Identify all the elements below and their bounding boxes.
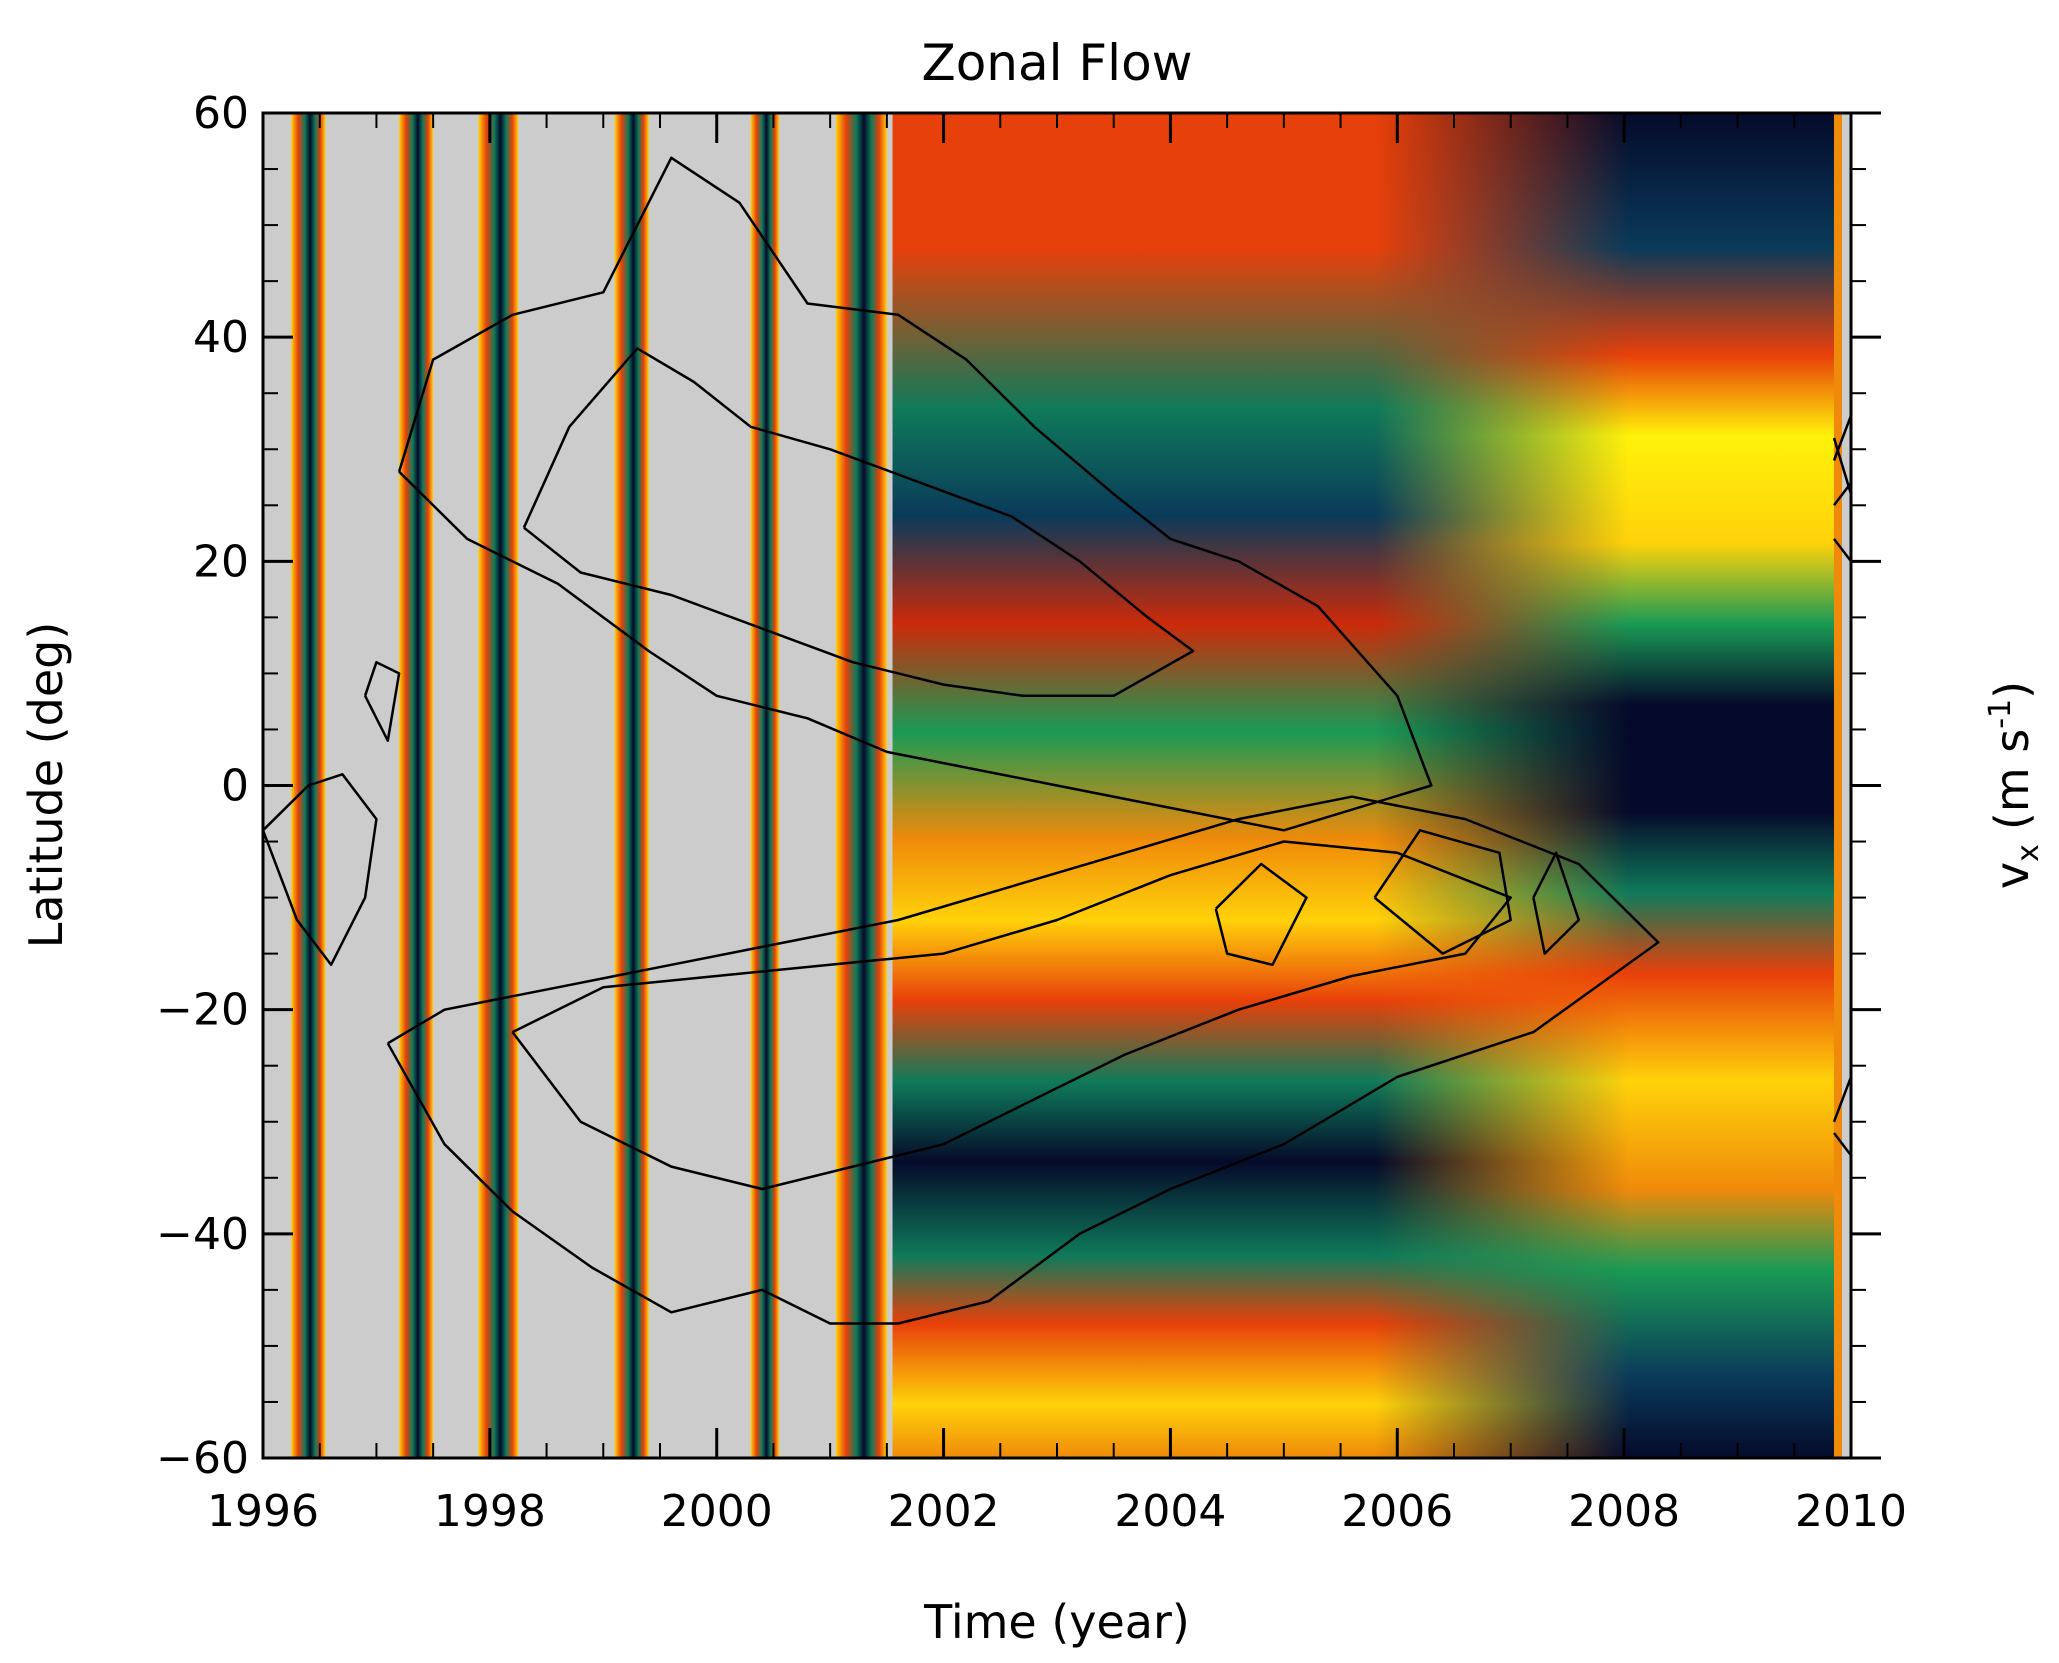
y-tick-label: 40 (193, 312, 249, 363)
contour-south-inner (511, 840, 1512, 1191)
x-tick-label: 2008 (1568, 1486, 1680, 1537)
data-strip-5 (835, 113, 887, 1458)
heatmap-field (263, 113, 1851, 1458)
svg-text:vx(m s-1): vx (m s-1) (1983, 681, 2046, 889)
continuous-data-late (892, 113, 1834, 1458)
y-tick-label: −40 (156, 1209, 249, 1260)
contour-edge-north (1833, 481, 1851, 563)
y-tick-label: 60 (193, 88, 249, 139)
contour-equator-blob (263, 773, 378, 967)
edge-strip (1833, 113, 1842, 1458)
x-tick-label: 1996 (207, 1486, 319, 1537)
axis-ticks: 1996 1998 2000 2002 2004 2006 2008 2010 −60 −40 −2… (156, 88, 1907, 1537)
contour-lowlat-blob (363, 660, 401, 742)
contour-north (397, 156, 1433, 832)
colorbar-label: vx (m s-1) (1983, 681, 2046, 889)
contour-eq-right-1 (1532, 851, 1581, 955)
chart-title: Zonal Flow (921, 34, 1192, 92)
data-strip-3 (614, 113, 649, 1458)
colorbar-label-exp: -1 (1983, 699, 2018, 729)
y-tick-label: 20 (193, 536, 249, 587)
contour-eq-right-2 (1373, 829, 1512, 955)
data-strip-1 (399, 113, 434, 1458)
colorbar-label-main: v (1985, 862, 2039, 889)
y-tick-label: 0 (221, 761, 249, 812)
y-tick-label: −20 (156, 985, 249, 1036)
x-tick-label: 2004 (1114, 1486, 1226, 1537)
x-tick-label: 2000 (661, 1486, 773, 1537)
x-tick-label: 2010 (1795, 1486, 1907, 1537)
sunspot-contours (263, 156, 1851, 1325)
y-tick-label: −60 (156, 1433, 249, 1484)
colorbar-label-sub: x (2011, 844, 2046, 862)
x-tick-label: 1998 (434, 1486, 546, 1537)
contour-eq-right-3 (1214, 862, 1308, 967)
x-tick-label: 2002 (888, 1486, 1000, 1537)
data-strip-2 (478, 113, 519, 1458)
x-tick-label: 2006 (1341, 1486, 1453, 1537)
colorbar-label-units: (m s (1985, 729, 2039, 830)
contour-north-inner (522, 347, 1195, 698)
contour-edge-north-2 (1832, 414, 1851, 496)
y-axis-title: Latitude (deg) (19, 622, 73, 949)
colorbar-label-close: ) (1985, 681, 2039, 699)
data-strip-4 (750, 113, 780, 1458)
contour-south (386, 795, 1660, 1325)
contour-edge-south (1832, 1075, 1851, 1157)
x-axis-title: Time (year) (923, 1595, 1190, 1649)
